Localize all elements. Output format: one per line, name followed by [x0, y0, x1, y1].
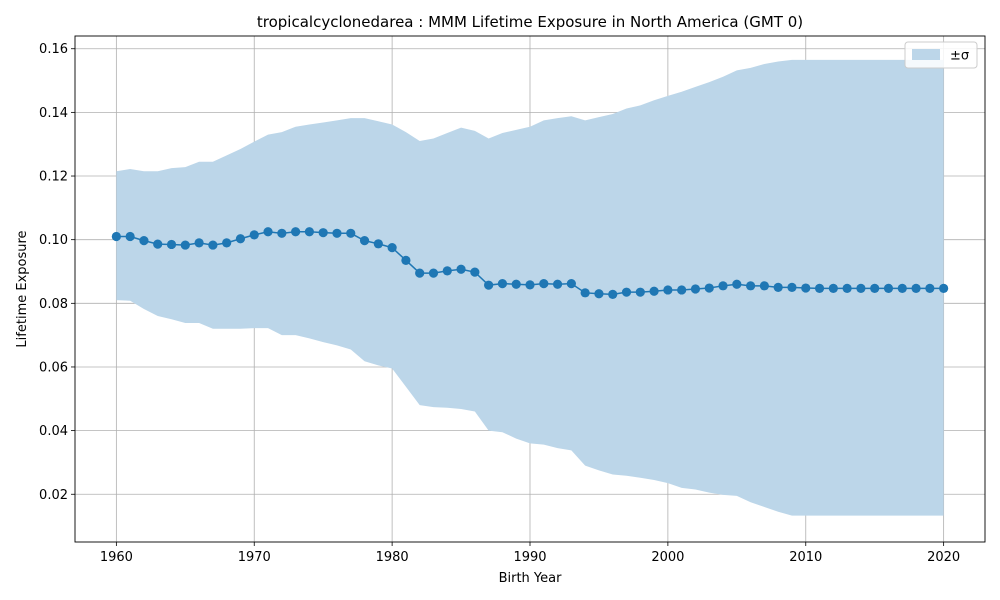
- y-axis-label: Lifetime Exposure: [15, 230, 30, 347]
- mean-point: [139, 236, 149, 246]
- mean-points-layer: [111, 227, 949, 300]
- mean-point: [649, 286, 659, 296]
- mean-point: [732, 279, 742, 289]
- mean-point: [704, 283, 714, 293]
- x-tick-label: 1990: [513, 550, 546, 565]
- mean-point: [291, 227, 301, 237]
- mean-point: [125, 231, 135, 242]
- mean-point: [166, 239, 177, 250]
- mean-point: [180, 240, 190, 250]
- y-tick-label: 0.12: [39, 170, 68, 185]
- mean-point: [442, 266, 452, 276]
- mean-point: [497, 278, 508, 289]
- y-tick-label: 0.14: [39, 106, 68, 121]
- mean-point: [194, 238, 204, 248]
- y-tick-label: 0.02: [39, 488, 68, 503]
- mean-point: [580, 288, 590, 298]
- mean-point: [773, 282, 783, 293]
- mean-point: [746, 281, 756, 291]
- x-tick-label: 2000: [651, 550, 684, 565]
- mean-point: [801, 283, 811, 293]
- y-tick-label: 0.10: [39, 233, 68, 248]
- mean-point: [566, 278, 576, 289]
- mean-point: [690, 284, 701, 294]
- mean-point: [373, 239, 383, 249]
- mean-point: [856, 283, 866, 293]
- x-tick-label: 1970: [238, 550, 271, 565]
- mean-point: [111, 231, 121, 242]
- mean-point: [456, 264, 466, 274]
- mean-point: [304, 227, 314, 237]
- mean-point: [359, 236, 370, 246]
- mean-point: [663, 285, 673, 295]
- mean-point: [153, 239, 163, 249]
- mean-point: [828, 283, 838, 293]
- mean-point: [428, 268, 439, 278]
- x-tick-label: 1960: [100, 550, 133, 565]
- y-tick-label: 0.08: [39, 297, 68, 312]
- mean-point: [415, 268, 425, 278]
- mean-point: [263, 227, 273, 237]
- x-tick-label: 2020: [927, 550, 960, 565]
- mean-point: [511, 279, 521, 289]
- mean-point: [608, 289, 618, 300]
- mean-point: [870, 283, 880, 293]
- mean-point: [883, 283, 894, 293]
- x-tick-label: 2010: [789, 550, 822, 565]
- mean-point: [346, 228, 356, 238]
- mean-point: [318, 228, 328, 238]
- mean-point: [897, 283, 907, 293]
- mean-point: [249, 230, 259, 240]
- mean-point: [677, 285, 687, 295]
- mean-point: [387, 243, 397, 253]
- mean-point: [911, 283, 921, 293]
- mean-point: [939, 283, 949, 293]
- mean-point: [484, 280, 494, 290]
- mean-point: [621, 287, 632, 297]
- mean-point: [525, 280, 535, 290]
- mean-point: [718, 281, 728, 291]
- mean-point: [759, 281, 769, 291]
- y-tick-label: 0.06: [39, 360, 68, 375]
- y-tick-label: 0.16: [39, 42, 68, 57]
- legend-frame: [904, 41, 978, 69]
- mean-point: [539, 278, 549, 289]
- y-tick-label: 0.04: [39, 424, 68, 439]
- legend: ±σ: [904, 41, 978, 69]
- mean-point: [222, 238, 232, 248]
- mean-point: [235, 234, 246, 244]
- mean-point: [208, 240, 218, 250]
- mean-point: [594, 289, 604, 299]
- mean-point: [842, 283, 852, 293]
- ticks: 1960 1970 1980 1990 2000 2010 2020 0.02 0.04 0.06…: [39, 42, 960, 565]
- mean-point: [925, 283, 935, 293]
- legend-swatch-band: [912, 49, 940, 60]
- legend-label-band: ±σ: [950, 49, 969, 64]
- mean-point: [332, 228, 342, 238]
- x-tick-label: 1980: [376, 550, 409, 565]
- mean-point: [552, 279, 563, 289]
- mean-point: [635, 287, 645, 297]
- mean-point: [470, 267, 480, 277]
- mean-point: [787, 282, 797, 293]
- mean-point: [401, 255, 411, 265]
- chart-title: tropicalcyclonedarea : MMM Lifetime Expo…: [257, 13, 803, 31]
- mean-point: [277, 228, 287, 238]
- x-axis-label: Birth Year: [499, 571, 563, 586]
- mean-point: [814, 283, 825, 293]
